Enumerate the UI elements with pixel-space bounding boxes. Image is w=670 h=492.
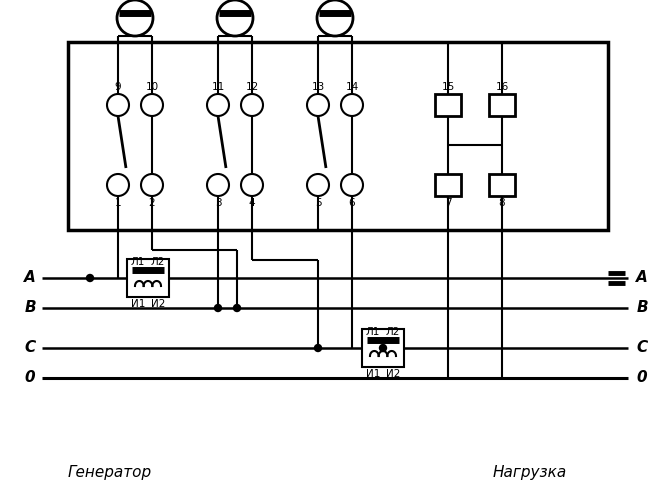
Circle shape xyxy=(307,94,329,116)
Bar xyxy=(127,259,169,297)
Circle shape xyxy=(241,174,263,196)
Circle shape xyxy=(141,94,163,116)
Text: И1: И1 xyxy=(366,369,380,379)
Text: 15: 15 xyxy=(442,82,455,92)
Circle shape xyxy=(107,174,129,196)
Text: 13: 13 xyxy=(312,82,325,92)
Circle shape xyxy=(214,305,222,311)
Text: 12: 12 xyxy=(245,82,259,92)
Text: Нагрузка: Нагрузка xyxy=(493,464,567,480)
Text: 5: 5 xyxy=(315,198,322,208)
Circle shape xyxy=(241,94,263,116)
Circle shape xyxy=(341,94,363,116)
Text: 9: 9 xyxy=(115,82,121,92)
Text: И2: И2 xyxy=(386,369,400,379)
Circle shape xyxy=(207,174,229,196)
Text: Л1: Л1 xyxy=(366,327,380,337)
Circle shape xyxy=(141,174,163,196)
Bar xyxy=(435,94,461,116)
Text: 4: 4 xyxy=(249,198,255,208)
Text: 8: 8 xyxy=(498,198,505,208)
Circle shape xyxy=(314,344,322,351)
Circle shape xyxy=(234,305,241,311)
Bar xyxy=(489,94,515,116)
Bar xyxy=(68,42,608,230)
Text: B: B xyxy=(636,301,648,315)
Text: A: A xyxy=(636,271,648,285)
Text: 16: 16 xyxy=(495,82,509,92)
Text: Л2: Л2 xyxy=(151,257,165,267)
Text: C: C xyxy=(636,340,648,356)
Circle shape xyxy=(107,94,129,116)
Circle shape xyxy=(379,344,387,351)
Circle shape xyxy=(317,0,353,36)
Text: И1: И1 xyxy=(131,299,145,309)
Text: 10: 10 xyxy=(145,82,159,92)
Text: 11: 11 xyxy=(211,82,224,92)
Circle shape xyxy=(341,174,363,196)
Text: 2: 2 xyxy=(149,198,155,208)
Bar xyxy=(489,174,515,196)
Circle shape xyxy=(207,94,229,116)
Text: 0: 0 xyxy=(636,370,647,386)
Circle shape xyxy=(86,275,94,281)
Text: A: A xyxy=(24,271,36,285)
Text: B: B xyxy=(24,301,36,315)
Text: Л1: Л1 xyxy=(131,257,145,267)
Text: Л2: Л2 xyxy=(386,327,400,337)
Circle shape xyxy=(117,0,153,36)
Bar xyxy=(362,329,404,367)
Text: 7: 7 xyxy=(445,198,452,208)
Bar xyxy=(435,174,461,196)
Text: 14: 14 xyxy=(345,82,358,92)
Circle shape xyxy=(307,174,329,196)
Text: 6: 6 xyxy=(348,198,355,208)
Text: C: C xyxy=(24,340,36,356)
Text: 3: 3 xyxy=(214,198,221,208)
Text: 0: 0 xyxy=(25,370,36,386)
Text: 1: 1 xyxy=(115,198,121,208)
Circle shape xyxy=(217,0,253,36)
Text: Генератор: Генератор xyxy=(68,464,152,480)
Text: И2: И2 xyxy=(151,299,165,309)
